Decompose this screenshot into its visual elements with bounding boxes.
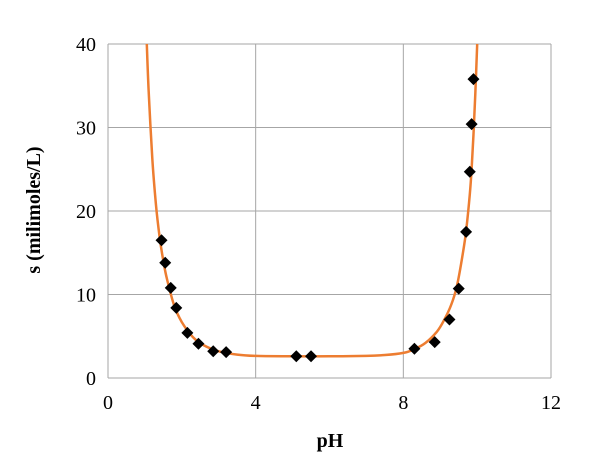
data-point-marker — [463, 165, 476, 178]
y-tick-label: 40 — [76, 34, 96, 56]
y-axis-title: s (milimoles/L) — [23, 146, 45, 273]
data-point-marker — [220, 346, 233, 359]
y-tick-label: 20 — [76, 201, 96, 223]
data-point-marker — [192, 337, 205, 350]
data-point-marker — [290, 350, 303, 363]
x-tick-label: 12 — [541, 392, 561, 414]
x-tick-label: 8 — [398, 392, 408, 414]
data-point-marker — [181, 326, 194, 339]
data-point-marker — [170, 301, 183, 314]
fit-curve — [145, 43, 479, 358]
data-point-marker — [443, 313, 456, 326]
data-point-marker — [460, 225, 473, 238]
data-point-marker — [159, 256, 172, 269]
tick-labels: 0 4 8 12 0 10 20 30 40 — [76, 34, 561, 414]
data-point-marker — [467, 73, 480, 86]
data-point-marker — [207, 345, 220, 358]
data-point-marker — [452, 282, 465, 295]
y-tick-label: 30 — [76, 118, 96, 140]
marker-layer — [155, 73, 480, 363]
data-point-marker — [305, 350, 318, 363]
data-point-marker — [155, 234, 168, 247]
y-tick-label: 0 — [86, 368, 96, 390]
grid — [107, 43, 552, 379]
fit-curve-layer — [145, 43, 479, 358]
data-point-marker — [465, 118, 478, 131]
y-tick-label: 10 — [76, 285, 96, 307]
data-point-marker — [428, 336, 441, 349]
data-point-marker — [408, 342, 421, 355]
x-tick-label: 4 — [251, 392, 261, 414]
data-point-marker — [164, 281, 177, 294]
x-axis-title: pH — [317, 430, 344, 452]
x-tick-label: 0 — [103, 392, 113, 414]
